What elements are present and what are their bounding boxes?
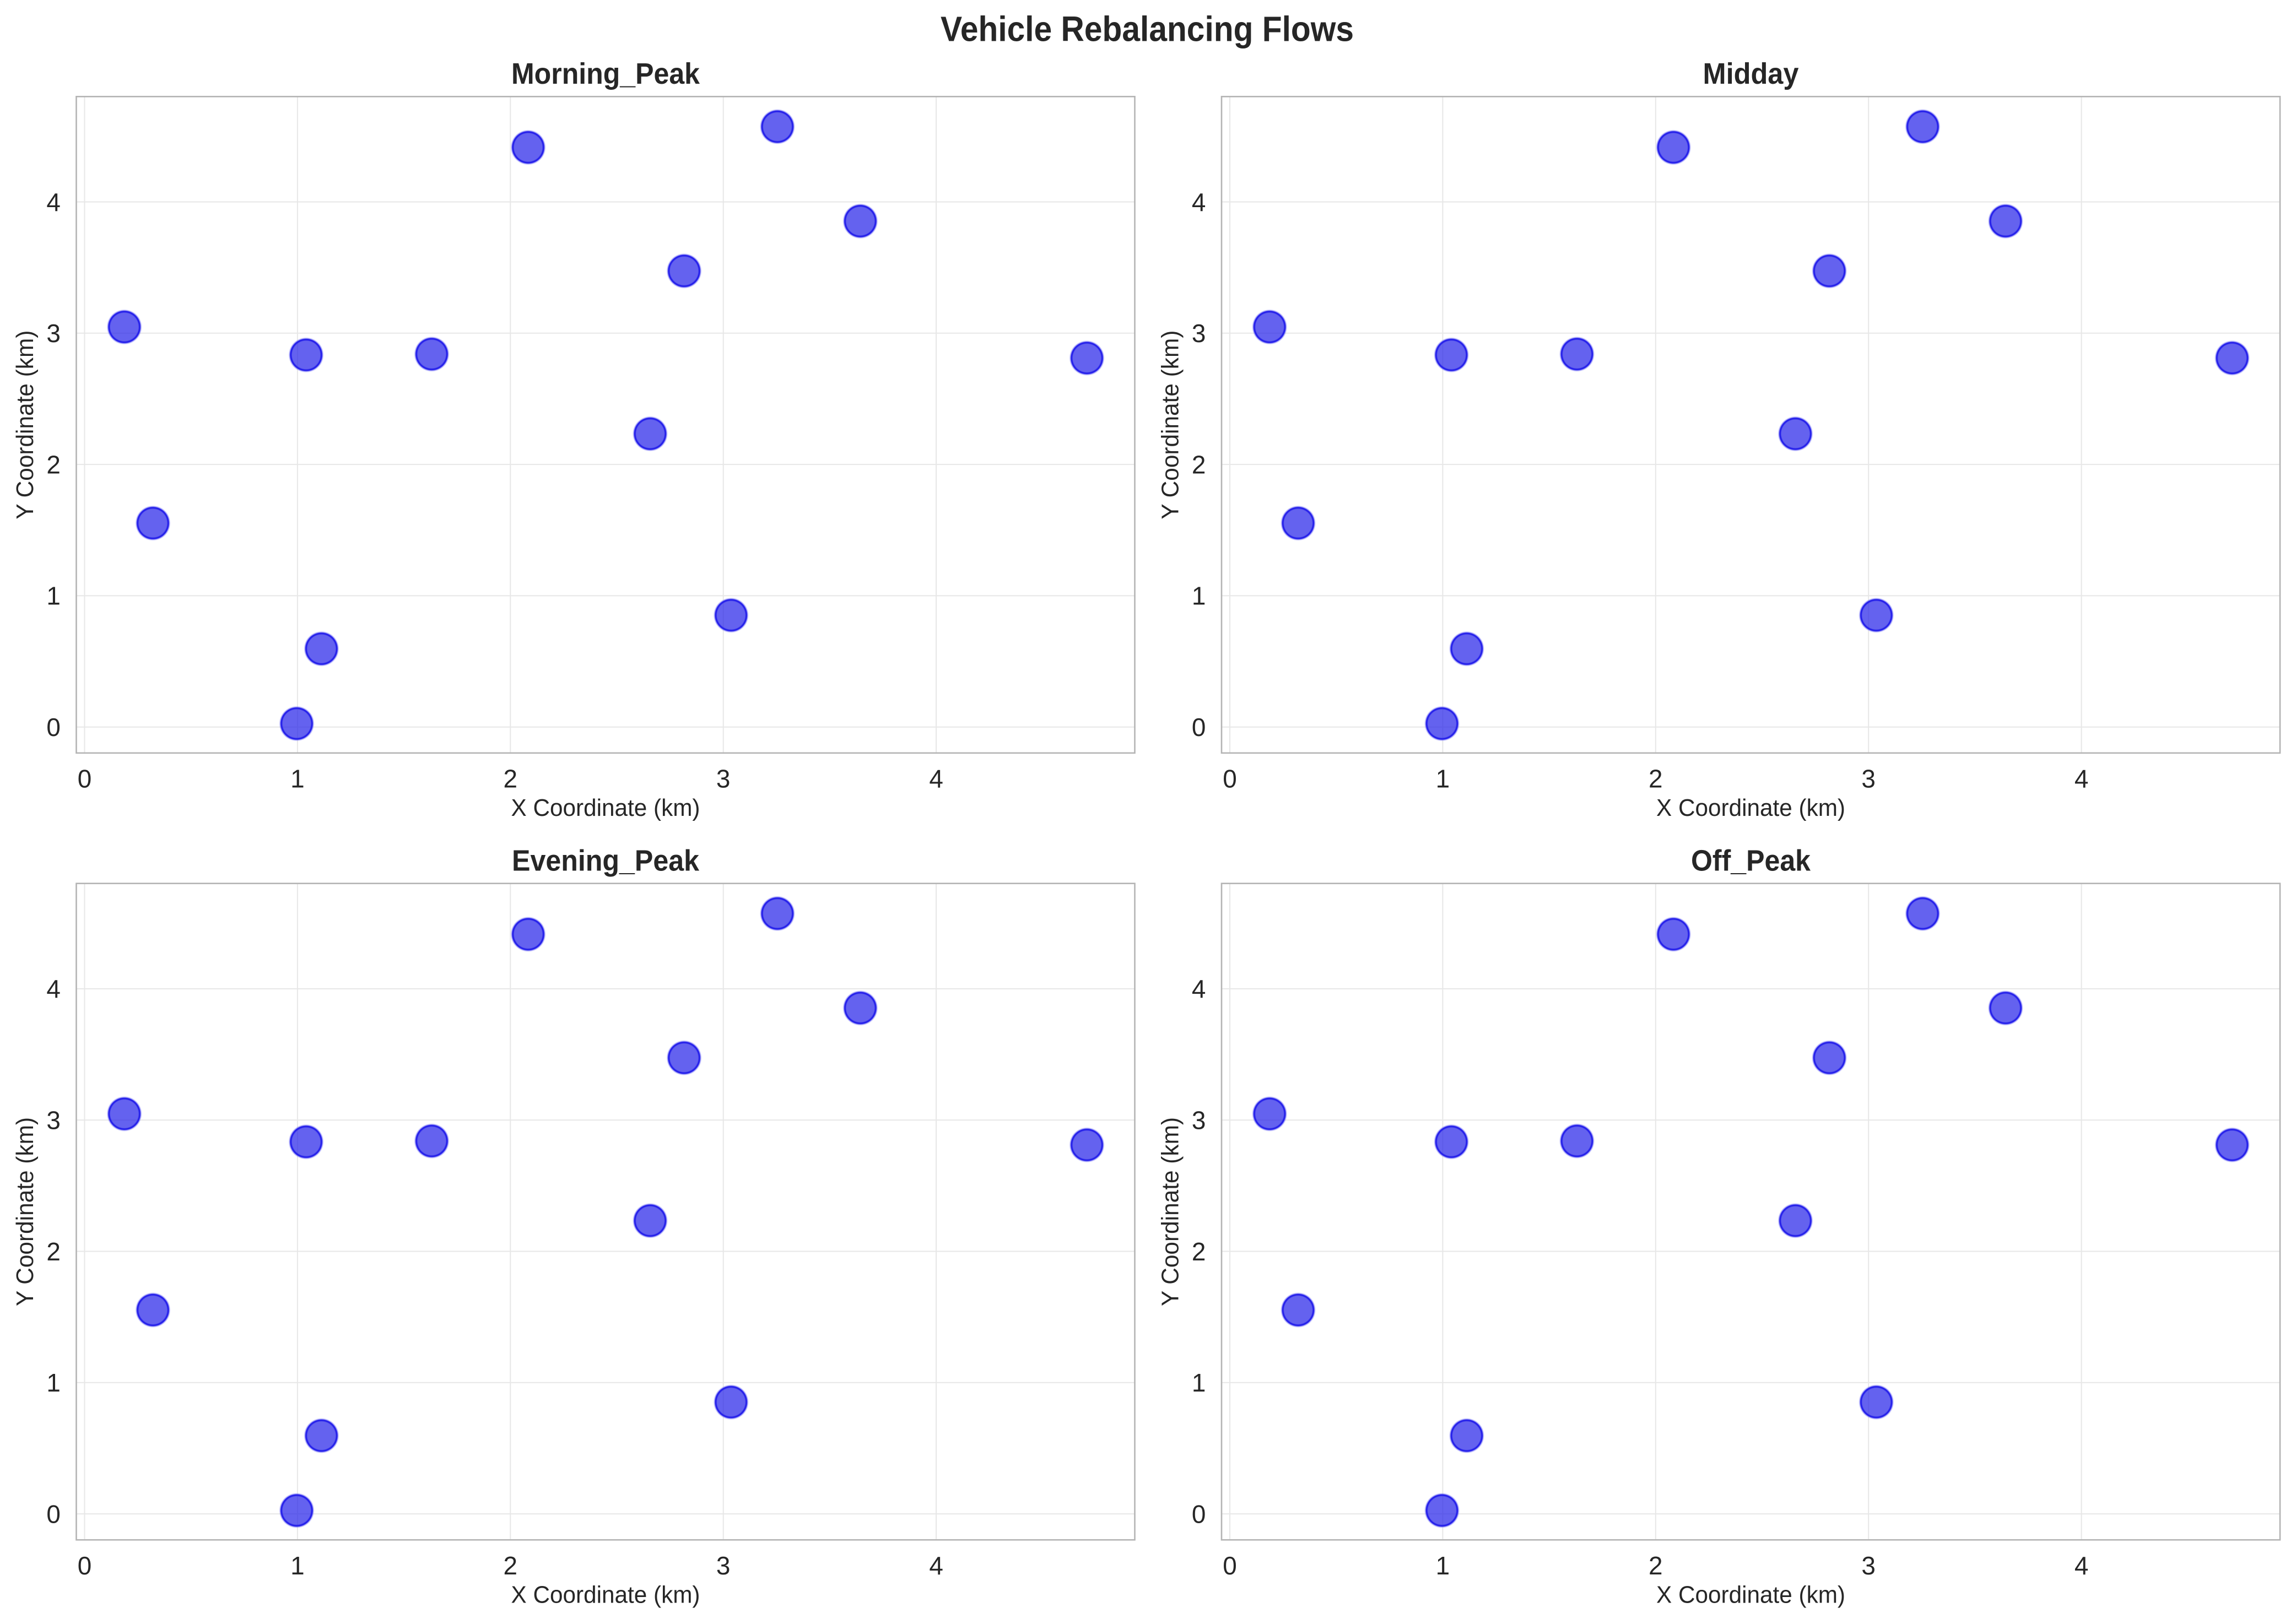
svg-text:0: 0 xyxy=(46,1500,61,1528)
svg-text:4: 4 xyxy=(46,188,61,216)
svg-text:3: 3 xyxy=(46,1106,61,1135)
svg-text:2: 2 xyxy=(504,765,518,793)
svg-text:2: 2 xyxy=(1649,1551,1663,1580)
svg-text:1: 1 xyxy=(1192,582,1206,610)
svg-text:Vehicle Rebalancing Flows: Vehicle Rebalancing Flows xyxy=(941,9,1354,49)
svg-text:1: 1 xyxy=(1436,765,1450,793)
svg-text:0: 0 xyxy=(1223,765,1237,793)
svg-text:0: 0 xyxy=(1192,713,1206,741)
svg-text:4: 4 xyxy=(2074,1551,2089,1580)
svg-text:2: 2 xyxy=(46,450,61,479)
svg-text:2: 2 xyxy=(1649,765,1663,793)
svg-text:1: 1 xyxy=(290,1551,305,1580)
svg-text:Off_Peak: Off_Peak xyxy=(1691,845,1811,878)
svg-text:1: 1 xyxy=(46,1368,61,1397)
svg-text:4: 4 xyxy=(1192,188,1206,216)
svg-text:0: 0 xyxy=(78,765,92,793)
svg-text:Y Coordinate (km): Y Coordinate (km) xyxy=(12,1117,39,1306)
svg-text:4: 4 xyxy=(2074,765,2089,793)
svg-text:Morning_Peak: Morning_Peak xyxy=(511,57,700,90)
svg-text:4: 4 xyxy=(46,975,61,1003)
svg-text:X Coordinate (km): X Coordinate (km) xyxy=(511,1581,700,1608)
svg-text:X Coordinate (km): X Coordinate (km) xyxy=(1656,1581,1845,1608)
svg-text:3: 3 xyxy=(1192,1106,1206,1135)
svg-text:3: 3 xyxy=(1861,1551,1876,1580)
svg-text:1: 1 xyxy=(46,582,61,610)
svg-text:2: 2 xyxy=(1192,1237,1206,1266)
svg-text:0: 0 xyxy=(1192,1500,1206,1528)
svg-text:2: 2 xyxy=(46,1237,61,1266)
svg-text:2: 2 xyxy=(1192,450,1206,479)
svg-text:1: 1 xyxy=(1436,1551,1450,1580)
svg-text:4: 4 xyxy=(1192,975,1206,1003)
svg-text:1: 1 xyxy=(1192,1368,1206,1397)
svg-text:3: 3 xyxy=(46,319,61,348)
svg-text:0: 0 xyxy=(78,1551,92,1580)
svg-text:4: 4 xyxy=(929,765,943,793)
svg-text:Midday: Midday xyxy=(1703,57,1799,90)
svg-text:Evening_Peak: Evening_Peak xyxy=(512,845,700,878)
svg-text:Y Coordinate (km): Y Coordinate (km) xyxy=(1157,331,1184,519)
svg-text:X Coordinate (km): X Coordinate (km) xyxy=(1656,794,1845,821)
svg-text:0: 0 xyxy=(46,713,61,741)
svg-text:3: 3 xyxy=(716,1551,731,1580)
svg-text:3: 3 xyxy=(1192,319,1206,348)
svg-text:3: 3 xyxy=(716,765,731,793)
svg-text:3: 3 xyxy=(1861,765,1876,793)
svg-text:X Coordinate (km): X Coordinate (km) xyxy=(511,794,700,821)
svg-text:1: 1 xyxy=(290,765,305,793)
svg-text:2: 2 xyxy=(504,1551,518,1580)
svg-text:0: 0 xyxy=(1223,1551,1237,1580)
svg-text:Y Coordinate (km): Y Coordinate (km) xyxy=(12,331,39,519)
svg-text:4: 4 xyxy=(929,1551,943,1580)
svg-text:Y Coordinate (km): Y Coordinate (km) xyxy=(1157,1117,1184,1306)
